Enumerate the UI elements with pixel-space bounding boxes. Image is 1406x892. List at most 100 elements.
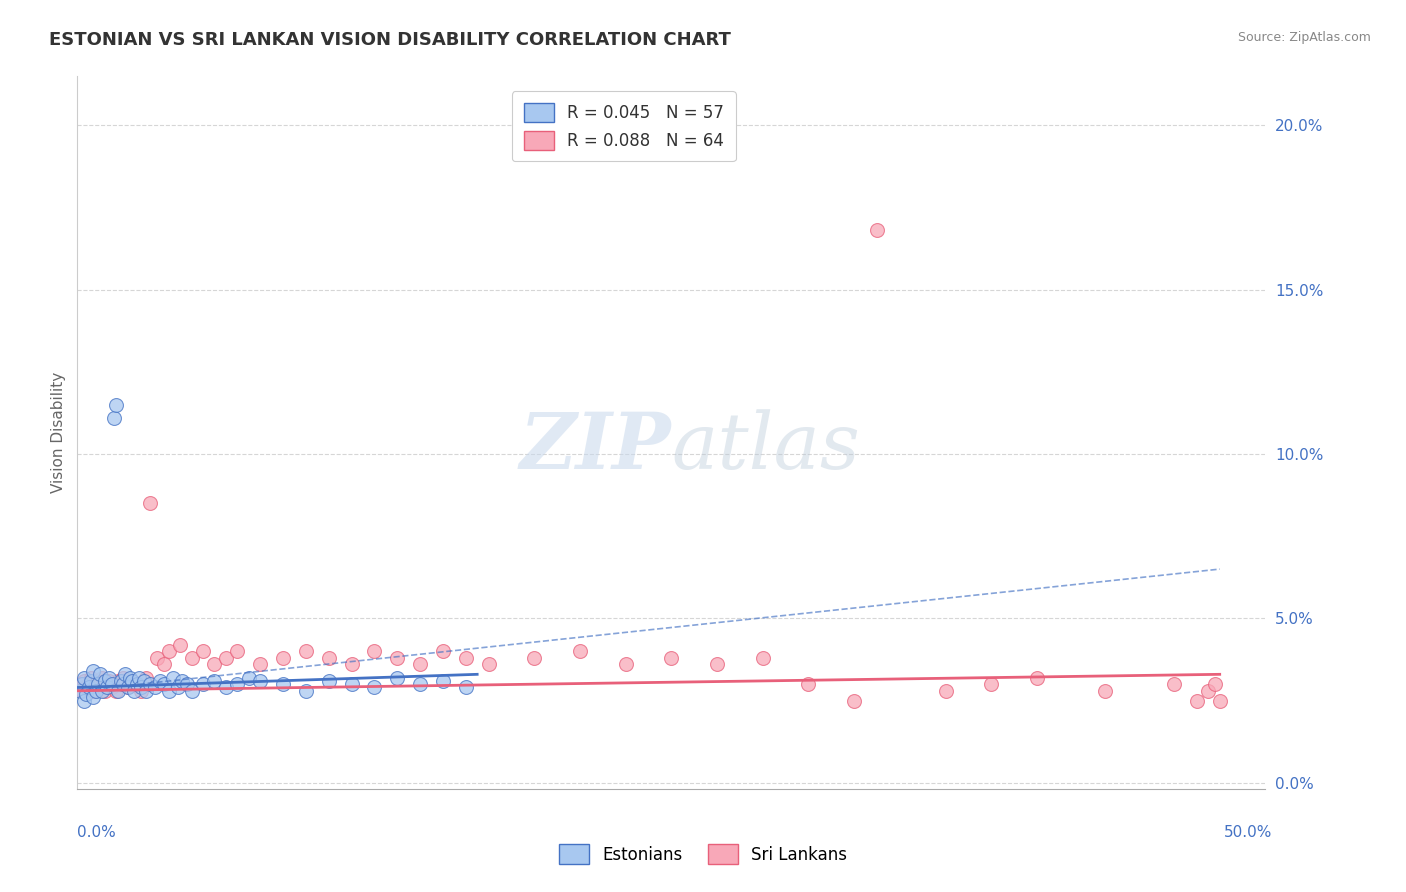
Point: [751, 651, 773, 665]
Point: [117, 681, 139, 695]
Point: [1094, 683, 1116, 698]
Point: [1204, 677, 1226, 691]
Point: [76, 681, 98, 695]
Legend: Estonians, Sri Lankans: Estonians, Sri Lankans: [553, 838, 853, 871]
Y-axis label: Vision Disability: Vision Disability: [51, 372, 66, 493]
Point: [249, 657, 271, 672]
Point: [172, 673, 194, 688]
Point: [76, 687, 98, 701]
Point: [118, 671, 141, 685]
Point: [226, 677, 249, 691]
Point: [568, 644, 592, 658]
Point: [84, 683, 107, 698]
Point: [146, 651, 169, 665]
Point: [80, 671, 103, 685]
Point: [661, 651, 683, 665]
Point: [340, 677, 363, 691]
Point: [318, 651, 340, 665]
Point: [318, 673, 340, 688]
Point: [706, 657, 728, 672]
Point: [112, 671, 135, 685]
Point: [125, 677, 148, 691]
Point: [73, 671, 96, 685]
Point: [385, 651, 409, 665]
Point: [91, 683, 114, 698]
Point: [77, 681, 100, 695]
Point: [180, 683, 202, 698]
Point: [77, 677, 100, 691]
Point: [204, 657, 226, 672]
Point: [295, 683, 318, 698]
Text: ESTONIAN VS SRI LANKAN VISION DISABILITY CORRELATION CHART: ESTONIAN VS SRI LANKAN VISION DISABILITY…: [49, 31, 731, 49]
Point: [1026, 671, 1049, 685]
Point: [204, 673, 226, 688]
Point: [191, 677, 214, 691]
Point: [215, 651, 238, 665]
Point: [105, 398, 128, 412]
Point: [226, 644, 249, 658]
Point: [169, 638, 191, 652]
Point: [1197, 683, 1219, 698]
Point: [454, 651, 477, 665]
Point: [385, 671, 409, 685]
Point: [100, 677, 122, 691]
Point: [295, 644, 318, 658]
Point: [117, 681, 139, 695]
Point: [153, 677, 176, 691]
Point: [1163, 677, 1185, 691]
Point: [477, 657, 501, 672]
Point: [69, 683, 91, 698]
Point: [180, 651, 202, 665]
Legend: R = 0.045   N = 57, R = 0.088   N = 64: R = 0.045 N = 57, R = 0.088 N = 64: [512, 91, 735, 161]
Point: [844, 693, 866, 707]
Point: [363, 681, 385, 695]
Point: [523, 651, 546, 665]
Point: [157, 644, 180, 658]
Point: [110, 673, 132, 688]
Point: [191, 644, 214, 658]
Point: [105, 683, 128, 698]
Point: [249, 673, 271, 688]
Point: [107, 683, 129, 698]
Point: [70, 683, 93, 698]
Point: [132, 673, 155, 688]
Point: [129, 681, 153, 695]
Point: [98, 673, 121, 688]
Point: [149, 673, 172, 688]
Point: [432, 673, 454, 688]
Point: [82, 690, 104, 705]
Point: [96, 681, 118, 695]
Point: [93, 683, 115, 698]
Point: [93, 673, 115, 688]
Point: [614, 657, 637, 672]
Point: [139, 496, 162, 510]
Point: [866, 223, 889, 237]
Point: [87, 677, 110, 691]
Point: [166, 681, 188, 695]
Point: [980, 677, 1002, 691]
Text: Source: ZipAtlas.com: Source: ZipAtlas.com: [1237, 31, 1371, 45]
Point: [157, 683, 180, 698]
Point: [103, 677, 125, 691]
Point: [82, 664, 104, 678]
Point: [409, 677, 432, 691]
Text: 50.0%: 50.0%: [1225, 825, 1272, 840]
Point: [107, 673, 129, 688]
Text: atlas: atlas: [672, 409, 860, 485]
Point: [73, 673, 96, 688]
Point: [143, 681, 166, 695]
Point: [89, 667, 111, 681]
Point: [112, 677, 135, 691]
Point: [153, 657, 176, 672]
Point: [162, 671, 184, 685]
Point: [1185, 693, 1208, 707]
Point: [121, 673, 143, 688]
Text: 0.0%: 0.0%: [77, 825, 117, 840]
Point: [129, 683, 153, 698]
Point: [121, 673, 143, 688]
Point: [82, 683, 104, 698]
Point: [80, 673, 103, 688]
Point: [271, 677, 294, 691]
Point: [91, 671, 114, 685]
Point: [409, 657, 432, 672]
